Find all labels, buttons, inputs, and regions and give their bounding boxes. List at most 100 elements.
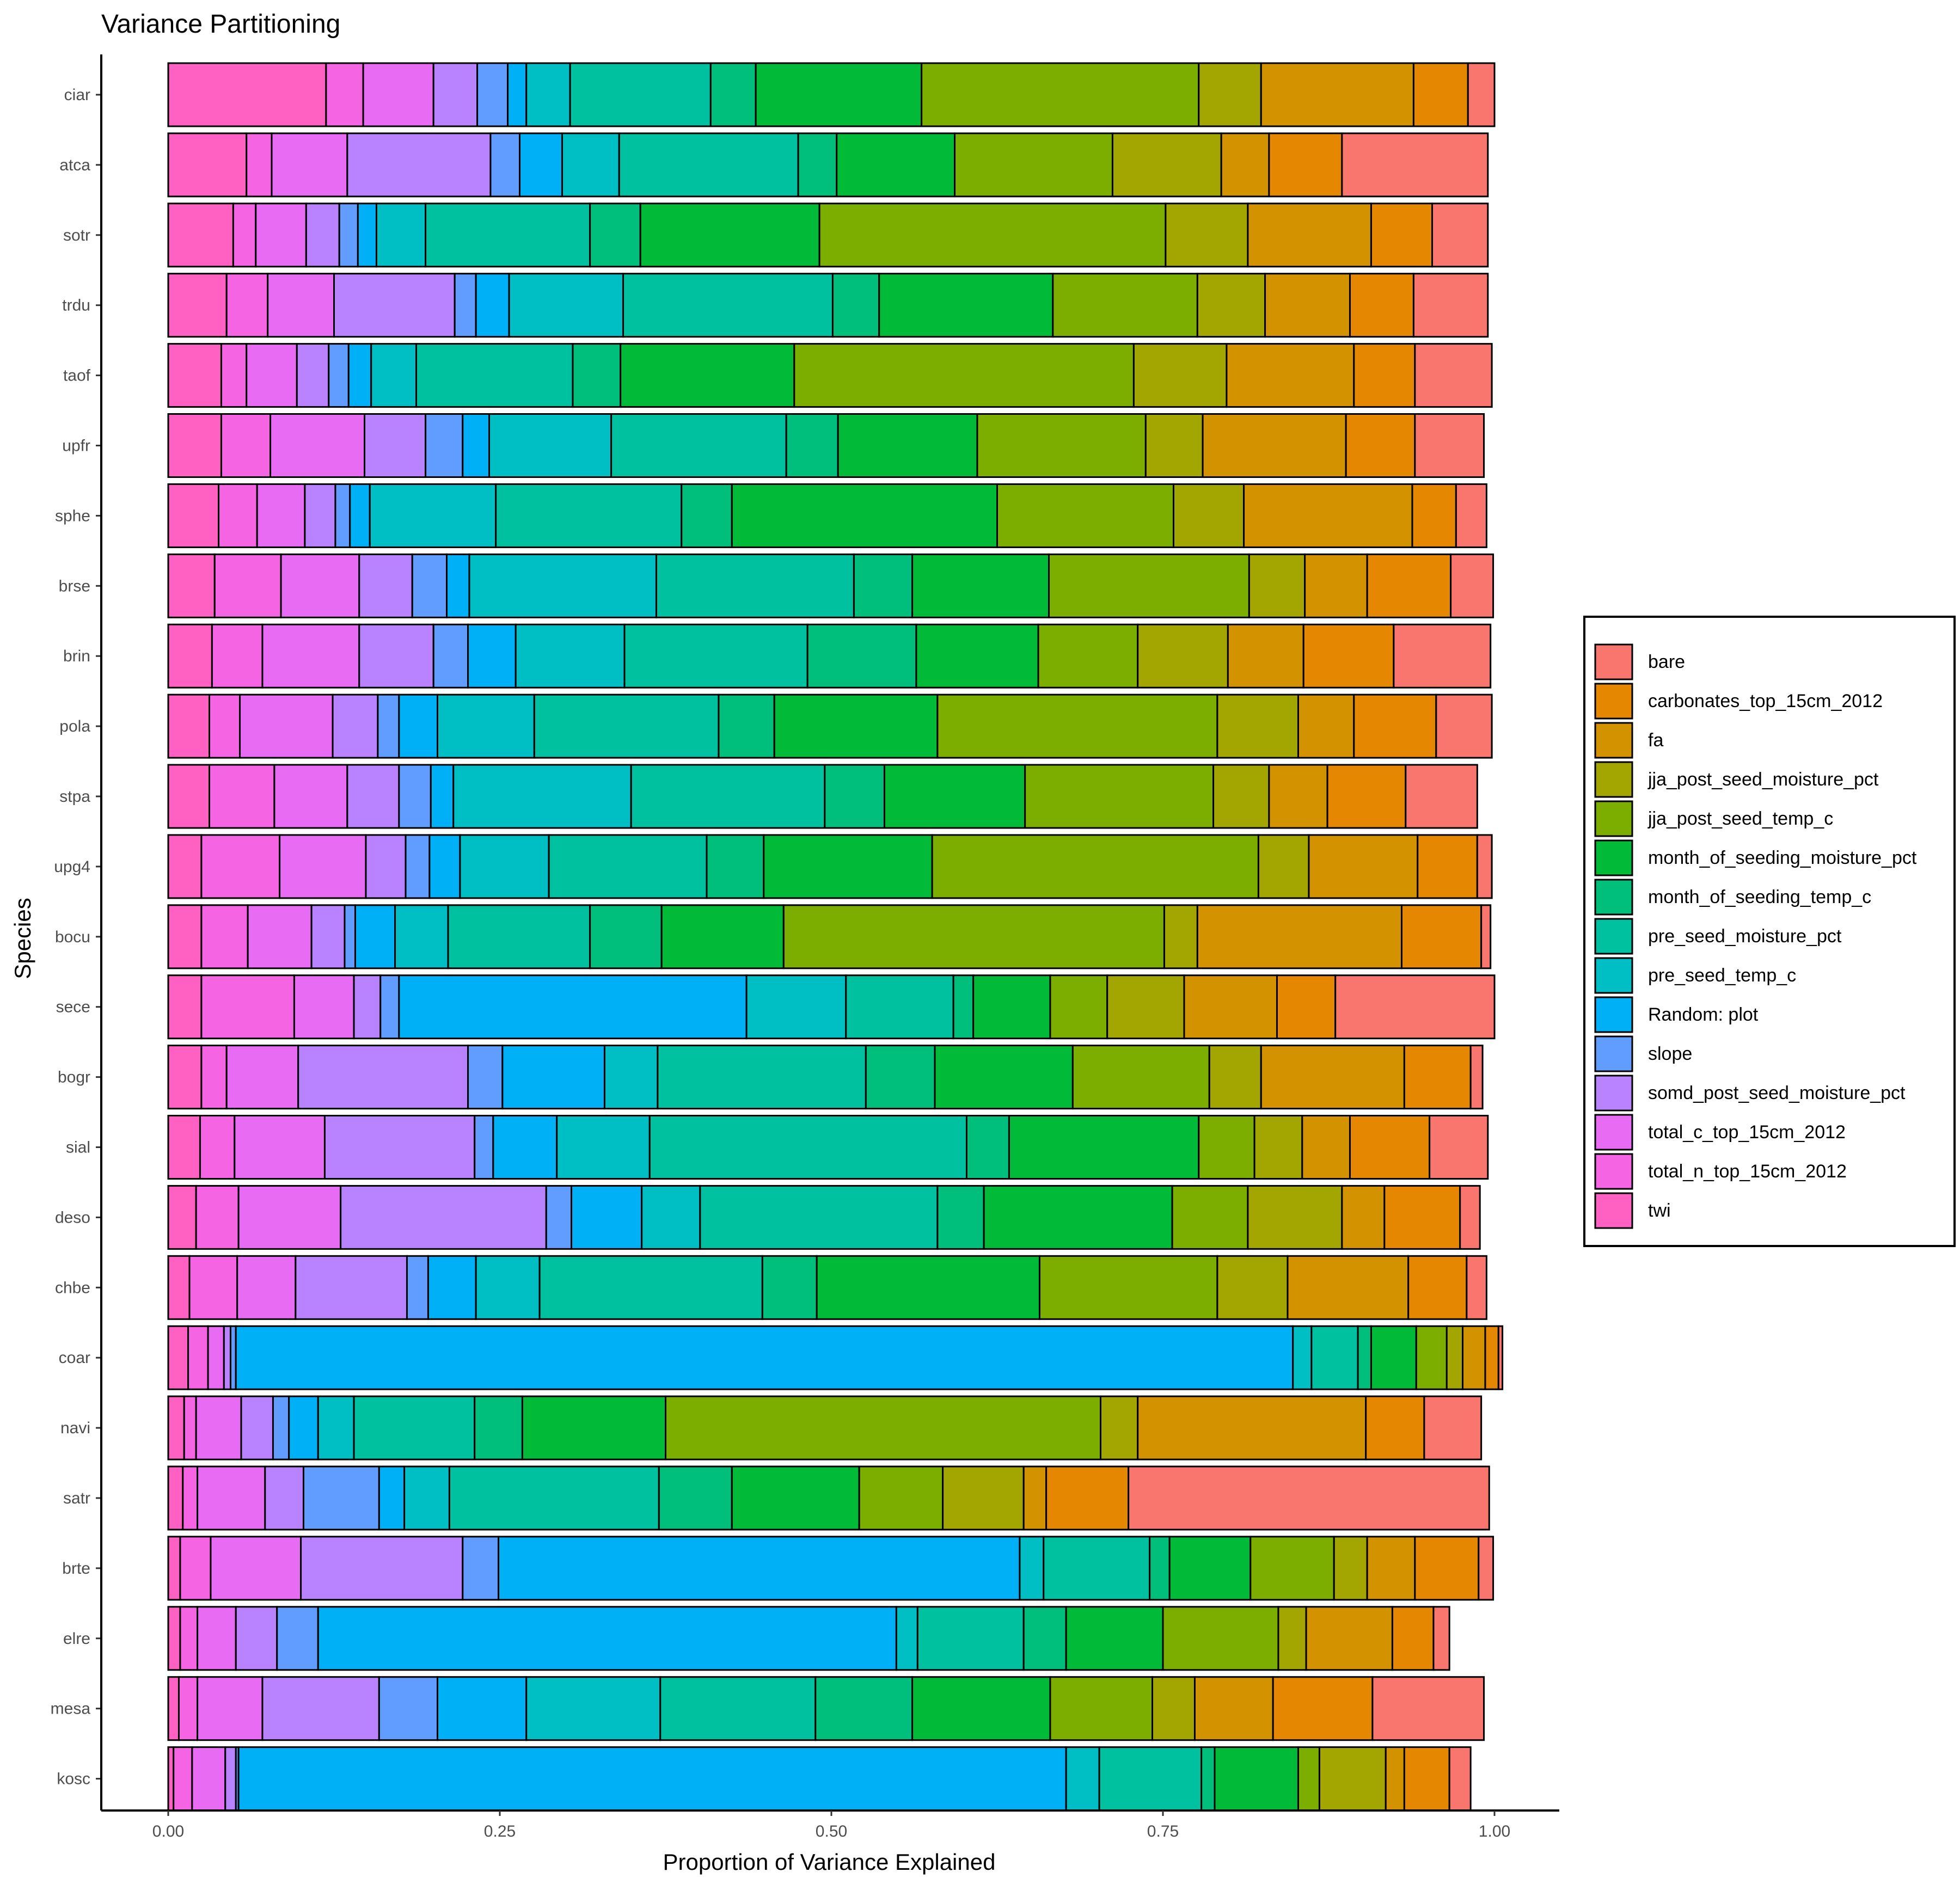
bar-segment-sial-random-plot <box>492 1115 558 1180</box>
bar-segment-upg4-jja-post-seed-moisture-pct <box>1257 834 1310 899</box>
bar-segment-kosc-somd-post-seed-moisture-pct <box>224 1746 237 1812</box>
bar-segment-sphe-jja-post-seed-temp-c <box>996 483 1174 548</box>
bar-segment-stpa-pre-seed-moisture-pct <box>630 764 826 829</box>
bar-segment-brte-month-of-seeding-temp-c <box>1149 1536 1171 1601</box>
bar-segment-pola-carbonates-top-15cm-2012 <box>1353 693 1437 759</box>
bar-segment-brte-random-plot <box>498 1536 1021 1601</box>
bar-segment-deso-random-plot <box>571 1185 643 1250</box>
y-tick-label: taof <box>63 367 91 385</box>
bar-segment-trdu-bare <box>1412 273 1489 338</box>
bar-segment-brse-somd-post-seed-moisture-pct <box>358 553 413 618</box>
bar-segment-deso-carbonates-top-15cm-2012 <box>1383 1185 1461 1250</box>
bar-segment-stpa-carbonates-top-15cm-2012 <box>1326 764 1407 829</box>
bar-segment-taof-pre-seed-moisture-pct <box>415 343 574 408</box>
bar-segment-bogr-total-c-top-15cm-2012 <box>225 1045 299 1110</box>
bar-segment-brin-jja-post-seed-moisture-pct <box>1137 623 1229 689</box>
legend-key <box>1594 683 1633 720</box>
bar-segment-trdu-carbonates-top-15cm-2012 <box>1349 273 1414 338</box>
bar-segment-sial-total-n-top-15cm-2012 <box>199 1115 236 1180</box>
y-tick-label: bocu <box>55 928 90 946</box>
bar-segment-deso-month-of-seeding-temp-c <box>936 1185 985 1250</box>
bar-segment-sece-bare <box>1334 974 1496 1040</box>
y-tick-label: kosc <box>57 1770 90 1788</box>
legend-label: month_of_seeding_moisture_pct <box>1648 848 1917 868</box>
bar-segment-satr-pre-seed-temp-c <box>403 1465 450 1531</box>
bar-segment-navi-jja-post-seed-temp-c <box>665 1395 1102 1460</box>
bar-segment-bocu-jja-post-seed-temp-c <box>782 904 1165 969</box>
y-tick-label: stpa <box>59 788 90 806</box>
bar-segment-sece-twi <box>167 974 203 1040</box>
legend-key <box>1594 761 1633 798</box>
bar-segment-sotr-bare <box>1431 202 1489 268</box>
bar-segment-deso-jja-post-seed-temp-c <box>1171 1185 1249 1250</box>
bar-segment-sphe-carbonates-top-15cm-2012 <box>1411 483 1457 548</box>
bar-segment-mesa-random-plot <box>437 1676 528 1741</box>
legend-label: slope <box>1648 1044 1692 1064</box>
bar-segment-elre-random-plot <box>317 1606 897 1671</box>
bar-segment-navi-total-n-top-15cm-2012 <box>183 1395 197 1460</box>
bar-segment-brin-total-c-top-15cm-2012 <box>261 623 360 689</box>
bar-segment-trdu-somd-post-seed-moisture-pct <box>333 273 456 338</box>
bar-segment-upfr-month-of-seeding-moisture-pct <box>837 413 978 478</box>
bar-segment-atca-fa <box>1220 132 1270 198</box>
bar-segment-navi-random-plot <box>288 1395 319 1460</box>
bar-segment-upfr-twi <box>167 413 222 478</box>
bar-segment-upg4-pre-seed-moisture-pct <box>548 834 708 899</box>
bar-segment-sphe-fa <box>1243 483 1413 548</box>
bar-segment-sial-pre-seed-moisture-pct <box>648 1115 967 1180</box>
bar-segment-mesa-jja-post-seed-moisture-pct <box>1152 1676 1196 1741</box>
bar-segment-upfr-pre-seed-temp-c <box>488 413 612 478</box>
bar-segment-stpa-twi <box>167 764 211 829</box>
bar-segment-sotr-random-plot <box>357 202 377 268</box>
bar-segment-brte-pre-seed-temp-c <box>1019 1536 1045 1601</box>
bar-segment-deso-somd-post-seed-moisture-pct <box>340 1185 547 1250</box>
bar-segment-brin-month-of-seeding-temp-c <box>806 623 917 689</box>
bar-segment-brin-fa <box>1227 623 1304 689</box>
bar-segment-sece-month-of-seeding-temp-c <box>952 974 975 1040</box>
bar-segment-brin-month-of-seeding-moisture-pct <box>915 623 1039 689</box>
bar-segment-satr-month-of-seeding-moisture-pct <box>731 1465 860 1531</box>
bar-segment-ciar-carbonates-top-15cm-2012 <box>1412 62 1469 127</box>
bar-segment-upg4-pre-seed-temp-c <box>459 834 550 899</box>
bar-segment-sotr-carbonates-top-15cm-2012 <box>1370 202 1434 268</box>
bar-segment-upfr-pre-seed-moisture-pct <box>610 413 787 478</box>
legend-key <box>1594 1192 1633 1229</box>
bar-segment-stpa-month-of-seeding-temp-c <box>824 764 885 829</box>
bar-segment-taof-pre-seed-temp-c <box>370 343 418 408</box>
legend-label: Random: plot <box>1648 1004 1759 1025</box>
bar-segment-brin-pre-seed-temp-c <box>514 623 626 689</box>
bar-segment-brte-month-of-seeding-moisture-pct <box>1168 1536 1252 1601</box>
bar-segment-brin-bare <box>1393 623 1492 689</box>
bar-segment-trdu-total-c-top-15cm-2012 <box>267 273 335 338</box>
bar-segment-pola-fa <box>1297 693 1355 759</box>
bar-segment-elre-twi <box>167 1606 181 1671</box>
bar-segment-bogr-pre-seed-moisture-pct <box>657 1045 867 1110</box>
bar-segment-brte-twi <box>167 1536 181 1601</box>
bar-segment-brte-jja-post-seed-moisture-pct <box>1333 1536 1368 1601</box>
bar-segment-navi-twi <box>167 1395 185 1460</box>
bar-segment-brse-slope <box>411 553 448 618</box>
bar-segment-upfr-month-of-seeding-temp-c <box>785 413 839 478</box>
bar-segment-sial-bare <box>1429 1115 1489 1180</box>
bar-segment-sotr-month-of-seeding-temp-c <box>589 202 641 268</box>
bar-segment-brse-bare <box>1450 553 1494 618</box>
bar-segment-brse-jja-post-seed-moisture-pct <box>1248 553 1306 618</box>
bar-segment-brin-carbonates-top-15cm-2012 <box>1302 623 1395 689</box>
bar-segment-brin-total-n-top-15cm-2012 <box>211 623 264 689</box>
bar-segment-upg4-month-of-seeding-temp-c <box>706 834 765 899</box>
bar-segment-brse-pre-seed-moisture-pct <box>655 553 855 618</box>
bar-segment-kosc-pre-seed-moisture-pct <box>1098 1746 1203 1812</box>
bar-segment-deso-total-c-top-15cm-2012 <box>237 1185 342 1250</box>
bar-segment-kosc-carbonates-top-15cm-2012 <box>1403 1746 1450 1812</box>
legend-key <box>1594 996 1633 1033</box>
bar-segment-bocu-slope <box>344 904 356 969</box>
bar-segment-sphe-pre-seed-moisture-pct <box>495 483 683 548</box>
bar-segment-sotr-jja-post-seed-temp-c <box>818 202 1167 268</box>
bar-segment-chbe-slope <box>406 1255 429 1320</box>
bar-segment-atca-total-n-top-15cm-2012 <box>246 132 273 198</box>
y-axis-label: Species <box>10 898 35 979</box>
bar-segment-satr-somd-post-seed-moisture-pct <box>264 1465 304 1531</box>
bar-segment-ciar-somd-post-seed-moisture-pct <box>432 62 479 127</box>
y-tick-label: sece <box>56 998 90 1016</box>
bar-segment-stpa-jja-post-seed-temp-c <box>1024 764 1215 829</box>
